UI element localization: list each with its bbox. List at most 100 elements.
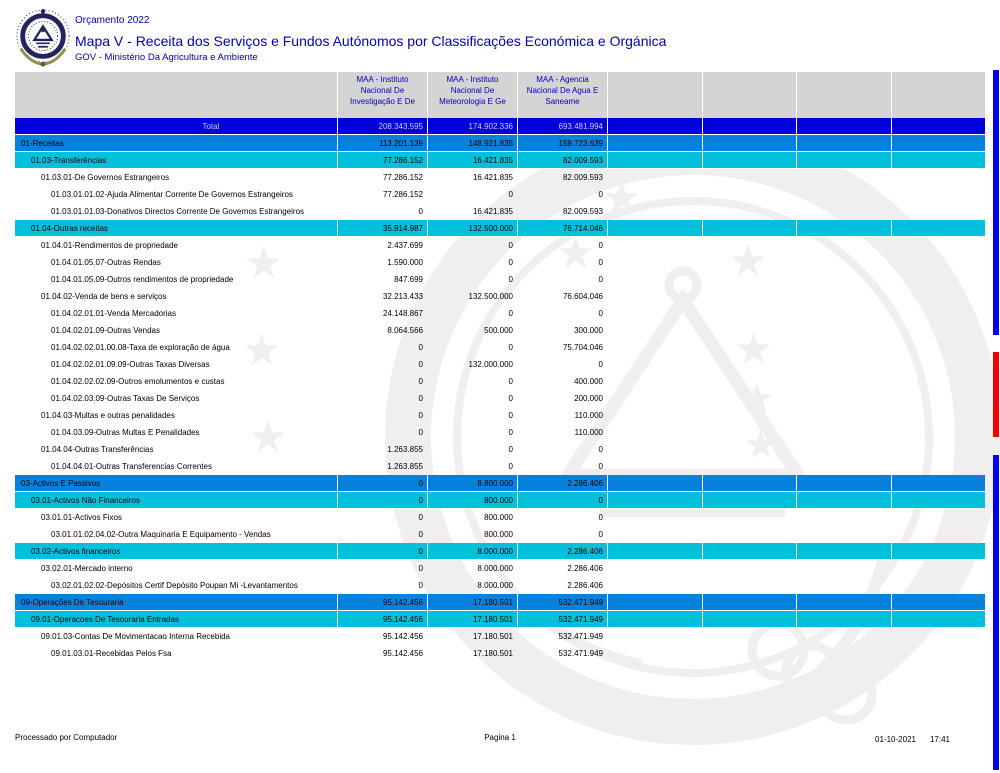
value-cell: 132.500.000 xyxy=(427,220,517,236)
value-cell: 17.180.501 xyxy=(472,631,513,641)
table-row: 01.04.01.05.07-Outras Rendas 1.590.000 0… xyxy=(15,254,985,271)
empty-cell xyxy=(796,152,891,168)
processed-by-label: Processado por Computador xyxy=(15,733,118,742)
table-row: 09.01.03-Contas De Movimentacao Interna … xyxy=(15,628,985,645)
value-cell: 32.213.433 xyxy=(382,291,423,301)
empty-cell xyxy=(607,220,702,236)
table-row: 01.03-Transferências 77.286.152 16.421.8… xyxy=(15,152,985,169)
value-cell: 8.800.000 xyxy=(427,475,517,491)
value-cell: 35.914.987 xyxy=(337,220,427,236)
table-row: 09.01.03.01-Recebidas Pelos Fsa 95.142.4… xyxy=(15,645,985,662)
value-cell: 0 xyxy=(598,444,603,454)
value-cell: 2.286.406 xyxy=(517,543,607,559)
row-label: 01.04.02.02.02.09-Outros emolumentos e c… xyxy=(51,376,225,386)
ministry-subtitle: GOV - Ministério Da Agricultura e Ambien… xyxy=(75,52,258,63)
empty-cell xyxy=(890,594,986,610)
table-row: 09.01-Operacoes De Tesouraria Entradas 9… xyxy=(15,611,985,628)
row-label: 01.04.04.01-Outras Transferencias Corren… xyxy=(51,461,212,471)
row-label: 09.01.03-Contas De Movimentacao Interna … xyxy=(41,631,230,641)
value-cell: 0 xyxy=(598,461,603,471)
footer-datetime: 01-10-2021 17:41 xyxy=(875,735,950,744)
value-cell: 8.000.000 xyxy=(477,563,513,573)
svg-text:★: ★ xyxy=(734,324,773,375)
value-cell: 95.142.456 xyxy=(337,611,427,627)
value-cell: 24.148.867 xyxy=(382,308,423,318)
empty-cell xyxy=(607,594,702,610)
value-cell: 0 xyxy=(598,512,603,522)
empty-cell xyxy=(796,475,891,491)
value-cell: 17.180.501 xyxy=(427,594,517,610)
empty-column-header xyxy=(701,72,797,118)
value-cell: 0 xyxy=(418,580,423,590)
value-cell: 2.286.406 xyxy=(567,580,603,590)
value-cell: 0 xyxy=(508,257,513,267)
value-cell: 0 xyxy=(598,240,603,250)
value-cell: 0 xyxy=(508,274,513,284)
value-cell: 0 xyxy=(508,427,513,437)
table-row: 01.04.02-Venda de bens e serviços 32.213… xyxy=(15,288,985,305)
value-cell: 132.000.000 xyxy=(468,359,514,369)
value-cell: 174.902.336 xyxy=(427,118,517,134)
designation-column-header xyxy=(15,72,337,118)
value-cell: 532.471.949 xyxy=(517,611,607,627)
budget-table: MAA - Instituto Nacional De Investigação… xyxy=(15,72,985,662)
svg-text:★: ★ xyxy=(602,173,641,224)
value-cell: 0 xyxy=(337,543,427,559)
value-cell: 0 xyxy=(598,308,603,318)
value-cell: 113.201.139 xyxy=(337,135,427,151)
value-cell: 76.714.046 xyxy=(517,220,607,236)
empty-cell xyxy=(796,543,891,559)
empty-cell xyxy=(890,543,986,559)
empty-cell xyxy=(796,611,891,627)
value-cell: 0 xyxy=(418,410,423,420)
table-row: 03.01.01.02.04.02-Outra Maquinaria E Equ… xyxy=(15,526,985,543)
table-row: 01.03.01.01.03-Donativos Directos Corren… xyxy=(15,203,985,220)
row-label: 03-Activos E Passivos xyxy=(21,478,101,488)
row-label: 03.02-Activos financeiros xyxy=(31,546,121,556)
row-label: 01.04.02-Venda de bens e serviços xyxy=(41,291,167,301)
row-label: 01.04.01-Rendimentos de propriedade xyxy=(41,240,178,250)
empty-cell xyxy=(607,492,702,508)
value-cell: 0 xyxy=(418,342,423,352)
value-cell: 0 xyxy=(418,393,423,403)
table-row: Total 208.343.595 174.902.336 693.481.99… xyxy=(15,118,985,135)
row-label: 01.04.03.09-Outras Multas E Penalidades xyxy=(51,427,200,437)
row-label: 01.04.02.02.01.00.08-Taxa de exploração … xyxy=(51,342,230,352)
empty-cell xyxy=(890,152,986,168)
value-cell: 0 xyxy=(598,257,603,267)
table-row: 01.04.02.03.09-Outras Taxas De Serviços … xyxy=(15,390,985,407)
value-cell: 0 xyxy=(418,376,423,386)
table-row: 09-Operações De Tesouraria 95.142.456 17… xyxy=(15,594,985,611)
svg-text:★: ★ xyxy=(242,325,281,376)
edge-marker-blue-bottom xyxy=(993,455,999,770)
value-cell: 0 xyxy=(337,475,427,491)
row-label: 03.01.01.02.04.02-Outra Maquinaria E Equ… xyxy=(51,529,271,539)
row-label: 01.03-Transferências xyxy=(31,155,107,165)
cape-verde-emblem-logo xyxy=(16,9,70,67)
svg-text:★: ★ xyxy=(743,422,779,468)
value-cell: 2.286.406 xyxy=(517,475,607,491)
svg-text:★: ★ xyxy=(728,236,767,287)
value-cell: 0 xyxy=(598,359,603,369)
empty-cell xyxy=(607,135,702,151)
value-cell: 8.000.000 xyxy=(427,543,517,559)
empty-cell xyxy=(796,220,891,236)
value-cell: 200.000 xyxy=(574,393,603,403)
row-label: 01.03.01.01.02-Ajuda Alimentar Corrente … xyxy=(51,189,293,199)
value-cell: 1.263.855 xyxy=(387,461,423,471)
empty-cell xyxy=(796,492,891,508)
value-cell: 532.471.949 xyxy=(558,648,604,658)
value-cell: 110.000 xyxy=(574,427,603,437)
empty-cell xyxy=(701,611,797,627)
value-cell: 2.286.406 xyxy=(567,563,603,573)
row-label: 01.04.02.03.09-Outras Taxas De Serviços xyxy=(51,393,200,403)
row-label: 01-Receitas xyxy=(21,138,64,148)
value-cell: 532.471.949 xyxy=(517,594,607,610)
value-cell: 95.142.456 xyxy=(382,631,423,641)
empty-cell xyxy=(890,492,986,508)
empty-cell xyxy=(890,611,986,627)
value-cell: 148.921.835 xyxy=(427,135,517,151)
value-cell: 0 xyxy=(508,308,513,318)
value-cell: 500.000 xyxy=(484,325,513,335)
